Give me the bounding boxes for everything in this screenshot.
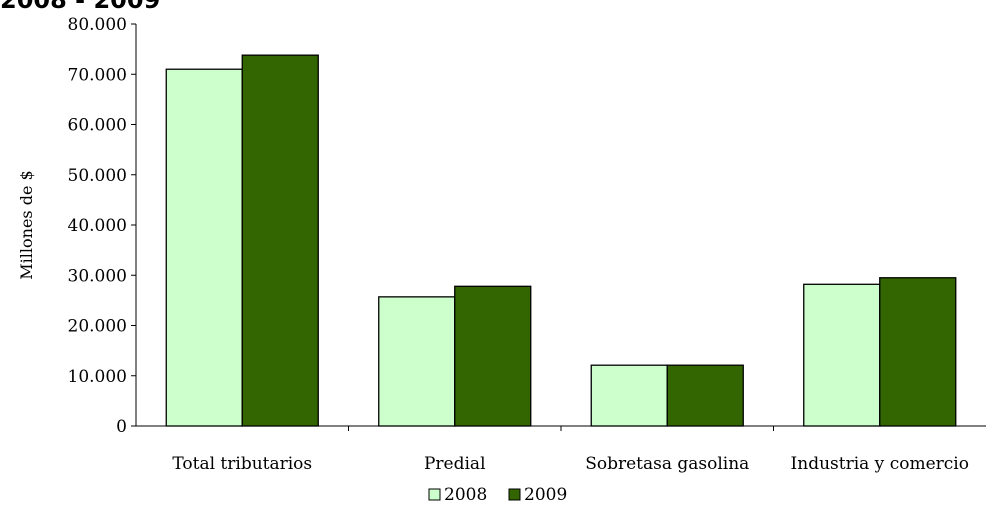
bar-2008 xyxy=(803,283,881,427)
y-tick-label: 70.000 xyxy=(68,65,127,85)
bar-2008 xyxy=(165,68,243,427)
y-tick-label: 20.000 xyxy=(68,317,127,337)
x-category-label: Sobretasa gasolina xyxy=(585,454,749,474)
y-axis-label: Millones de $ xyxy=(17,170,36,279)
x-category-label: Total tributarios xyxy=(172,454,312,474)
bar-2008 xyxy=(590,364,668,427)
legend-label: 2009 xyxy=(524,485,567,505)
y-tick-label: 60.000 xyxy=(68,116,127,136)
y-tick-label: 0 xyxy=(116,417,127,437)
bar-2008 xyxy=(378,296,456,427)
bar-2009 xyxy=(241,54,319,427)
bar-2009 xyxy=(879,277,957,427)
legend-label: 2008 xyxy=(444,485,487,505)
x-category-label: Predial xyxy=(424,454,486,474)
y-tick-label: 50.000 xyxy=(68,166,127,186)
bar-2009 xyxy=(666,364,744,427)
y-tick-label: 10.000 xyxy=(68,367,127,387)
legend: 2008 2009 xyxy=(428,485,567,505)
y-tick-label: 80.000 xyxy=(68,15,127,35)
chart-title: 2008 - 2009 xyxy=(0,0,161,14)
y-tick-label: 40.000 xyxy=(68,216,127,236)
legend-swatch xyxy=(428,488,441,501)
legend-swatch xyxy=(508,488,521,501)
y-tick-label: 30.000 xyxy=(68,266,127,286)
bar-2009 xyxy=(454,285,532,427)
x-category-label: Industria y comercio xyxy=(791,454,969,474)
